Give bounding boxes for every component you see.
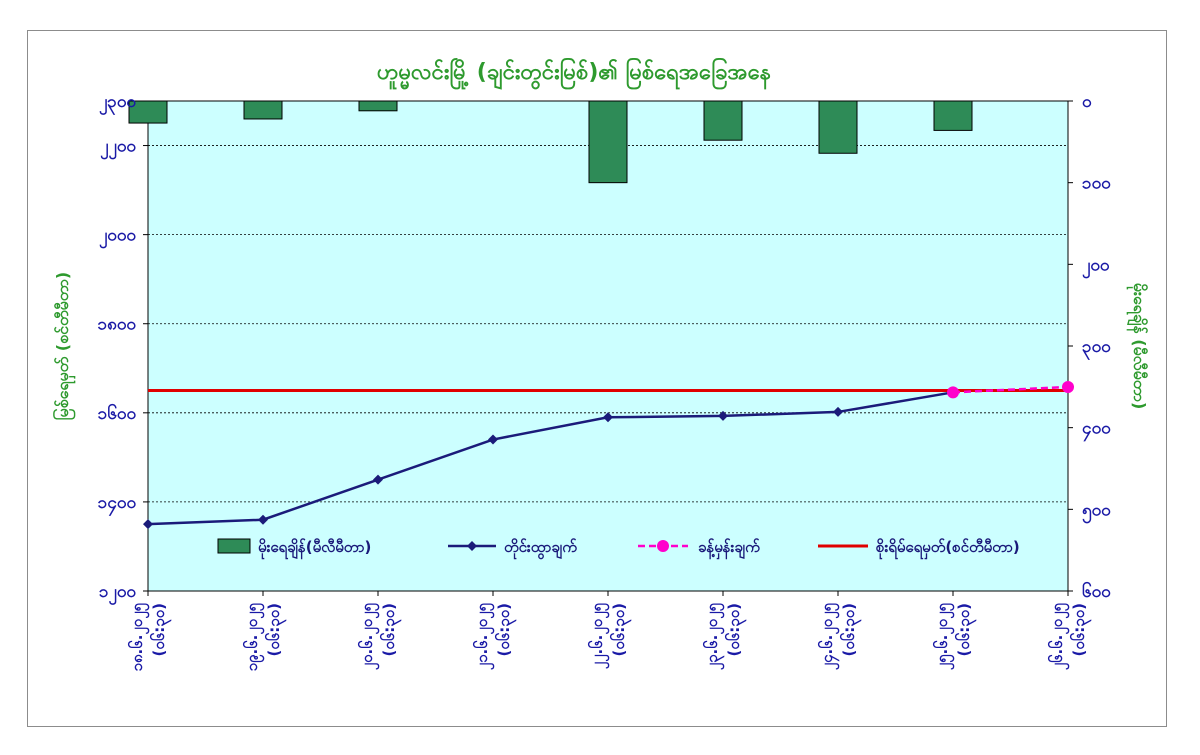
- x-tick-time: (၀၆:၃၀): [379, 603, 402, 656]
- left-tick-label: ၁၈၀၀: [98, 315, 137, 335]
- rainfall-bars: [128, 100, 973, 184]
- legend-forecast-marker: [657, 540, 669, 552]
- left-tick-label: ၁၂၀၀: [99, 582, 136, 606]
- x-tick-time: (၀၆:၃၀): [954, 603, 977, 656]
- x-tick-time: (၀၆:၃၀): [149, 603, 172, 656]
- observed-polyline: [147, 391, 954, 526]
- x-tick-date: ၁၈.၆.၂၀၂၅: [127, 602, 150, 671]
- rainfall-bar: [588, 100, 628, 184]
- rainfall-bar: [933, 100, 973, 131]
- x-tick-date: ၂၁.၆.၂၀၂၅: [472, 602, 495, 670]
- right-tick-label: ၅၀၀: [1082, 500, 1111, 524]
- observed-point: [718, 410, 728, 421]
- x-tick-time: (၀၆:၃၀): [1069, 603, 1092, 656]
- legend-rainfall-swatch: [217, 538, 251, 554]
- observed-point: [143, 519, 153, 530]
- legend-forecast-label: ခန့်မှန်းချက်: [698, 537, 760, 560]
- forecast-point: [1062, 380, 1074, 393]
- forecast-point: [947, 386, 959, 399]
- rainfall-bar: [703, 100, 743, 141]
- legend: မိုးရေချိန်(မီလီမီတာ) တိုင်းထွာချက် ခန့်မှ…: [217, 537, 1020, 560]
- legend-observed-label: တိုင်းထွာချက်: [504, 537, 577, 560]
- x-tick-time: (၀၆:၃၀): [839, 603, 862, 656]
- x-tick-time: (၀၆:၃၀): [609, 603, 632, 656]
- right-tick-label: ၆၀၀: [1082, 580, 1111, 602]
- right-axis-label: မိုးရေချိန် (မီလီမီတာ): [1126, 283, 1149, 410]
- x-tick-date: ၂၀.၆.၂၀၂၅: [357, 602, 380, 670]
- right-tick-label: ၀: [1082, 92, 1092, 112]
- right-tick-label: ၃၀၀: [1082, 337, 1111, 361]
- observed-point: [258, 514, 268, 525]
- left-axis-label: မြစ်ရေမှတ် (စင်တီမီတာ): [52, 272, 76, 420]
- rainfall-bar: [243, 100, 283, 120]
- left-tick-label: ၂၂၀၀: [100, 137, 136, 161]
- observed-point: [603, 412, 613, 423]
- right-tick-label: ၄၀၀: [1082, 419, 1111, 443]
- x-tick-date: ၂၃.၆.၂၀၂၅: [702, 602, 725, 670]
- forecast-polyline: [952, 385, 1069, 394]
- right-tick-label: ၂၀၀: [1082, 255, 1110, 279]
- rainfall-bar: [818, 100, 858, 154]
- forecast-line: [947, 380, 1074, 399]
- observed-point: [373, 474, 383, 485]
- left-tick-label: ၁၆၀၀: [98, 402, 137, 424]
- x-tick-date: ၂၆.၆.၂၀၂၅: [1047, 602, 1070, 670]
- chart-frame: ဟူမ္မလင်းမြို့ (ချင်းတွင်းမြစ်)၏ မြစ်ရေအ…: [27, 30, 1167, 727]
- chart-title: ဟူမ္မလင်းမြို့ (ချင်းတွင်းမြစ်)၏ မြစ်ရေအ…: [377, 57, 771, 90]
- observed-point: [488, 434, 498, 445]
- legend-warning-label: စိုးရိမ်ရေမှတ်(စင်တီမီတာ): [876, 537, 1020, 560]
- right-tick-label: ၁၀၀: [1082, 174, 1111, 194]
- river-level-chart: ဟူမ္မလင်းမြို့ (ချင်းတွင်းမြစ်)၏ မြစ်ရေအ…: [52, 57, 1149, 671]
- rainfall-bar: [358, 100, 398, 112]
- observed-point: [833, 406, 843, 417]
- left-tick-label: ၁၄၀၀: [98, 493, 137, 517]
- x-tick-date: ၂၄.၆.၂၀၂၅: [817, 602, 840, 670]
- x-tick-date: ၂၂.၆.၂၀၂၅: [587, 602, 610, 669]
- x-tick-time: (၀၆:၃၀): [494, 603, 517, 656]
- x-axis-ticks: ၁၈.၆.၂၀၂၅ (၀၆:၃၀) ၁၉.၆.၂၀၂၅ (၀၆:၃၀) ၂၀.၆.၂၀၂…: [127, 591, 1092, 671]
- legend-observed-marker: [467, 541, 477, 551]
- legend-rainfall-label: မိုးရေချိန်(မီလီမီတာ): [258, 537, 371, 560]
- x-tick-date: ၂၅.၆.၂၀၂၅: [932, 602, 955, 670]
- x-tick-time: (၀၆:၃၀): [724, 603, 747, 656]
- x-tick-time: (၀၆:၃၀): [264, 603, 287, 656]
- left-tick-label: ၂၀၀၀: [99, 226, 136, 250]
- x-tick-date: ၁၉.၆.၂၀၂၅: [242, 602, 265, 671]
